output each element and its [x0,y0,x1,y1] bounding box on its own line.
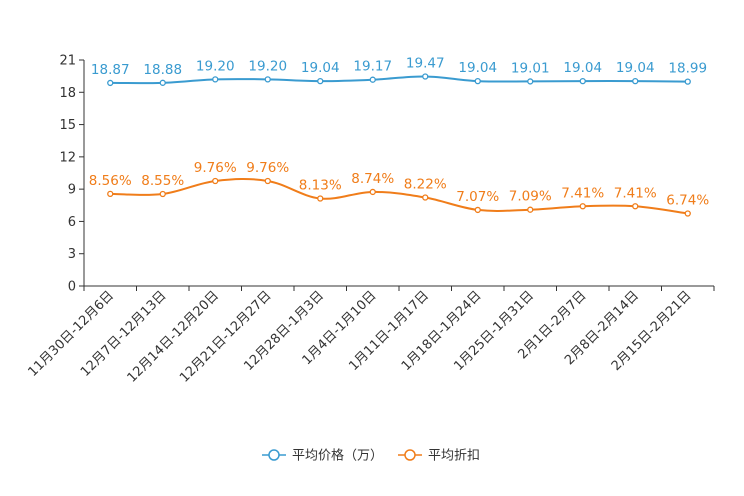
data-label: 18.99 [668,61,707,77]
data-label: 19.01 [511,60,550,76]
data-label: 19.17 [353,59,392,75]
data-label: 7.09% [509,189,552,205]
data-label: 8.56% [89,173,132,189]
data-point[interactable] [264,177,271,185]
data-point[interactable] [632,203,639,210]
legend-circle-marker [268,449,280,461]
y-tick-label: 15 [59,118,76,133]
series-layer [107,73,691,217]
data-point[interactable] [422,73,429,80]
y-tick-label: 0 [68,280,76,295]
data-label: 6.74% [666,192,709,208]
data-point[interactable] [632,77,639,85]
data-label: 19.04 [563,60,602,76]
x-tick-label: 11月30日-12月6日 [25,288,117,380]
data-label: 19.04 [301,60,340,76]
x-tick-label: 12月21日-12月27日 [177,288,274,385]
data-label: 9.76% [246,160,289,176]
data-point[interactable] [317,195,324,202]
data-point[interactable] [684,210,691,217]
data-label: 19.20 [248,58,287,74]
y-tick-label: 9 [68,183,76,198]
data-label: 7.41% [614,185,657,201]
data-label: 18.87 [91,62,130,78]
legend[interactable]: 平均价格（万） 平均折扣 [262,448,480,464]
data-point[interactable] [212,177,219,185]
data-point[interactable] [264,76,271,83]
data-point[interactable] [579,77,586,85]
data-point[interactable] [159,79,166,86]
data-label: 9.76% [194,160,237,176]
data-point[interactable] [684,78,691,85]
data-label: 7.41% [561,185,604,201]
data-point[interactable] [107,190,114,198]
y-tick-label: 3 [68,247,76,262]
legend-label: 平均折扣 [428,449,480,464]
legend-circle-marker [404,449,416,461]
legend-item-0[interactable]: 平均价格（万） [262,448,383,464]
data-point[interactable] [107,79,114,87]
data-label: 19.04 [458,60,497,76]
x-tick-label: 12月14日-12月20日 [125,288,222,385]
data-point[interactable] [527,78,534,85]
data-point[interactable] [212,76,219,83]
data-label: 8.22% [404,177,447,193]
legend-label: 平均价格（万） [292,448,383,464]
y-tick-label: 12 [59,150,76,165]
y-tick-label: 6 [68,215,76,230]
data-point[interactable] [474,77,481,85]
data-point[interactable] [474,206,481,214]
data-label: 19.04 [616,60,655,76]
data-label: 8.55% [141,173,184,189]
data-point[interactable] [422,194,429,201]
legend-item-1[interactable]: 平均折扣 [398,449,480,464]
data-point[interactable] [527,206,534,213]
data-label: 8.74% [351,171,394,187]
data-point[interactable] [159,190,166,198]
y-tick-label: 18 [59,86,76,101]
data-point[interactable] [579,203,586,210]
series-line-1 [110,177,688,215]
data-point[interactable] [369,76,376,83]
data-label: 19.47 [406,55,445,71]
data-label: 7.07% [456,189,499,205]
y-tick-label: 21 [59,54,76,69]
data-label: 18.88 [143,62,182,78]
data-point[interactable] [369,188,376,196]
data-point[interactable] [317,77,324,85]
data-labels: 18.87 18.88 19.20 19.20 19.04 19.17 19.47 19.04… [89,55,710,208]
series-line-0 [110,75,688,85]
data-label: 8.13% [299,178,342,194]
data-label: 19.20 [196,58,235,74]
axes: 03691215182111月30日-12月6日12月7日-12月13日12月1… [25,54,715,386]
